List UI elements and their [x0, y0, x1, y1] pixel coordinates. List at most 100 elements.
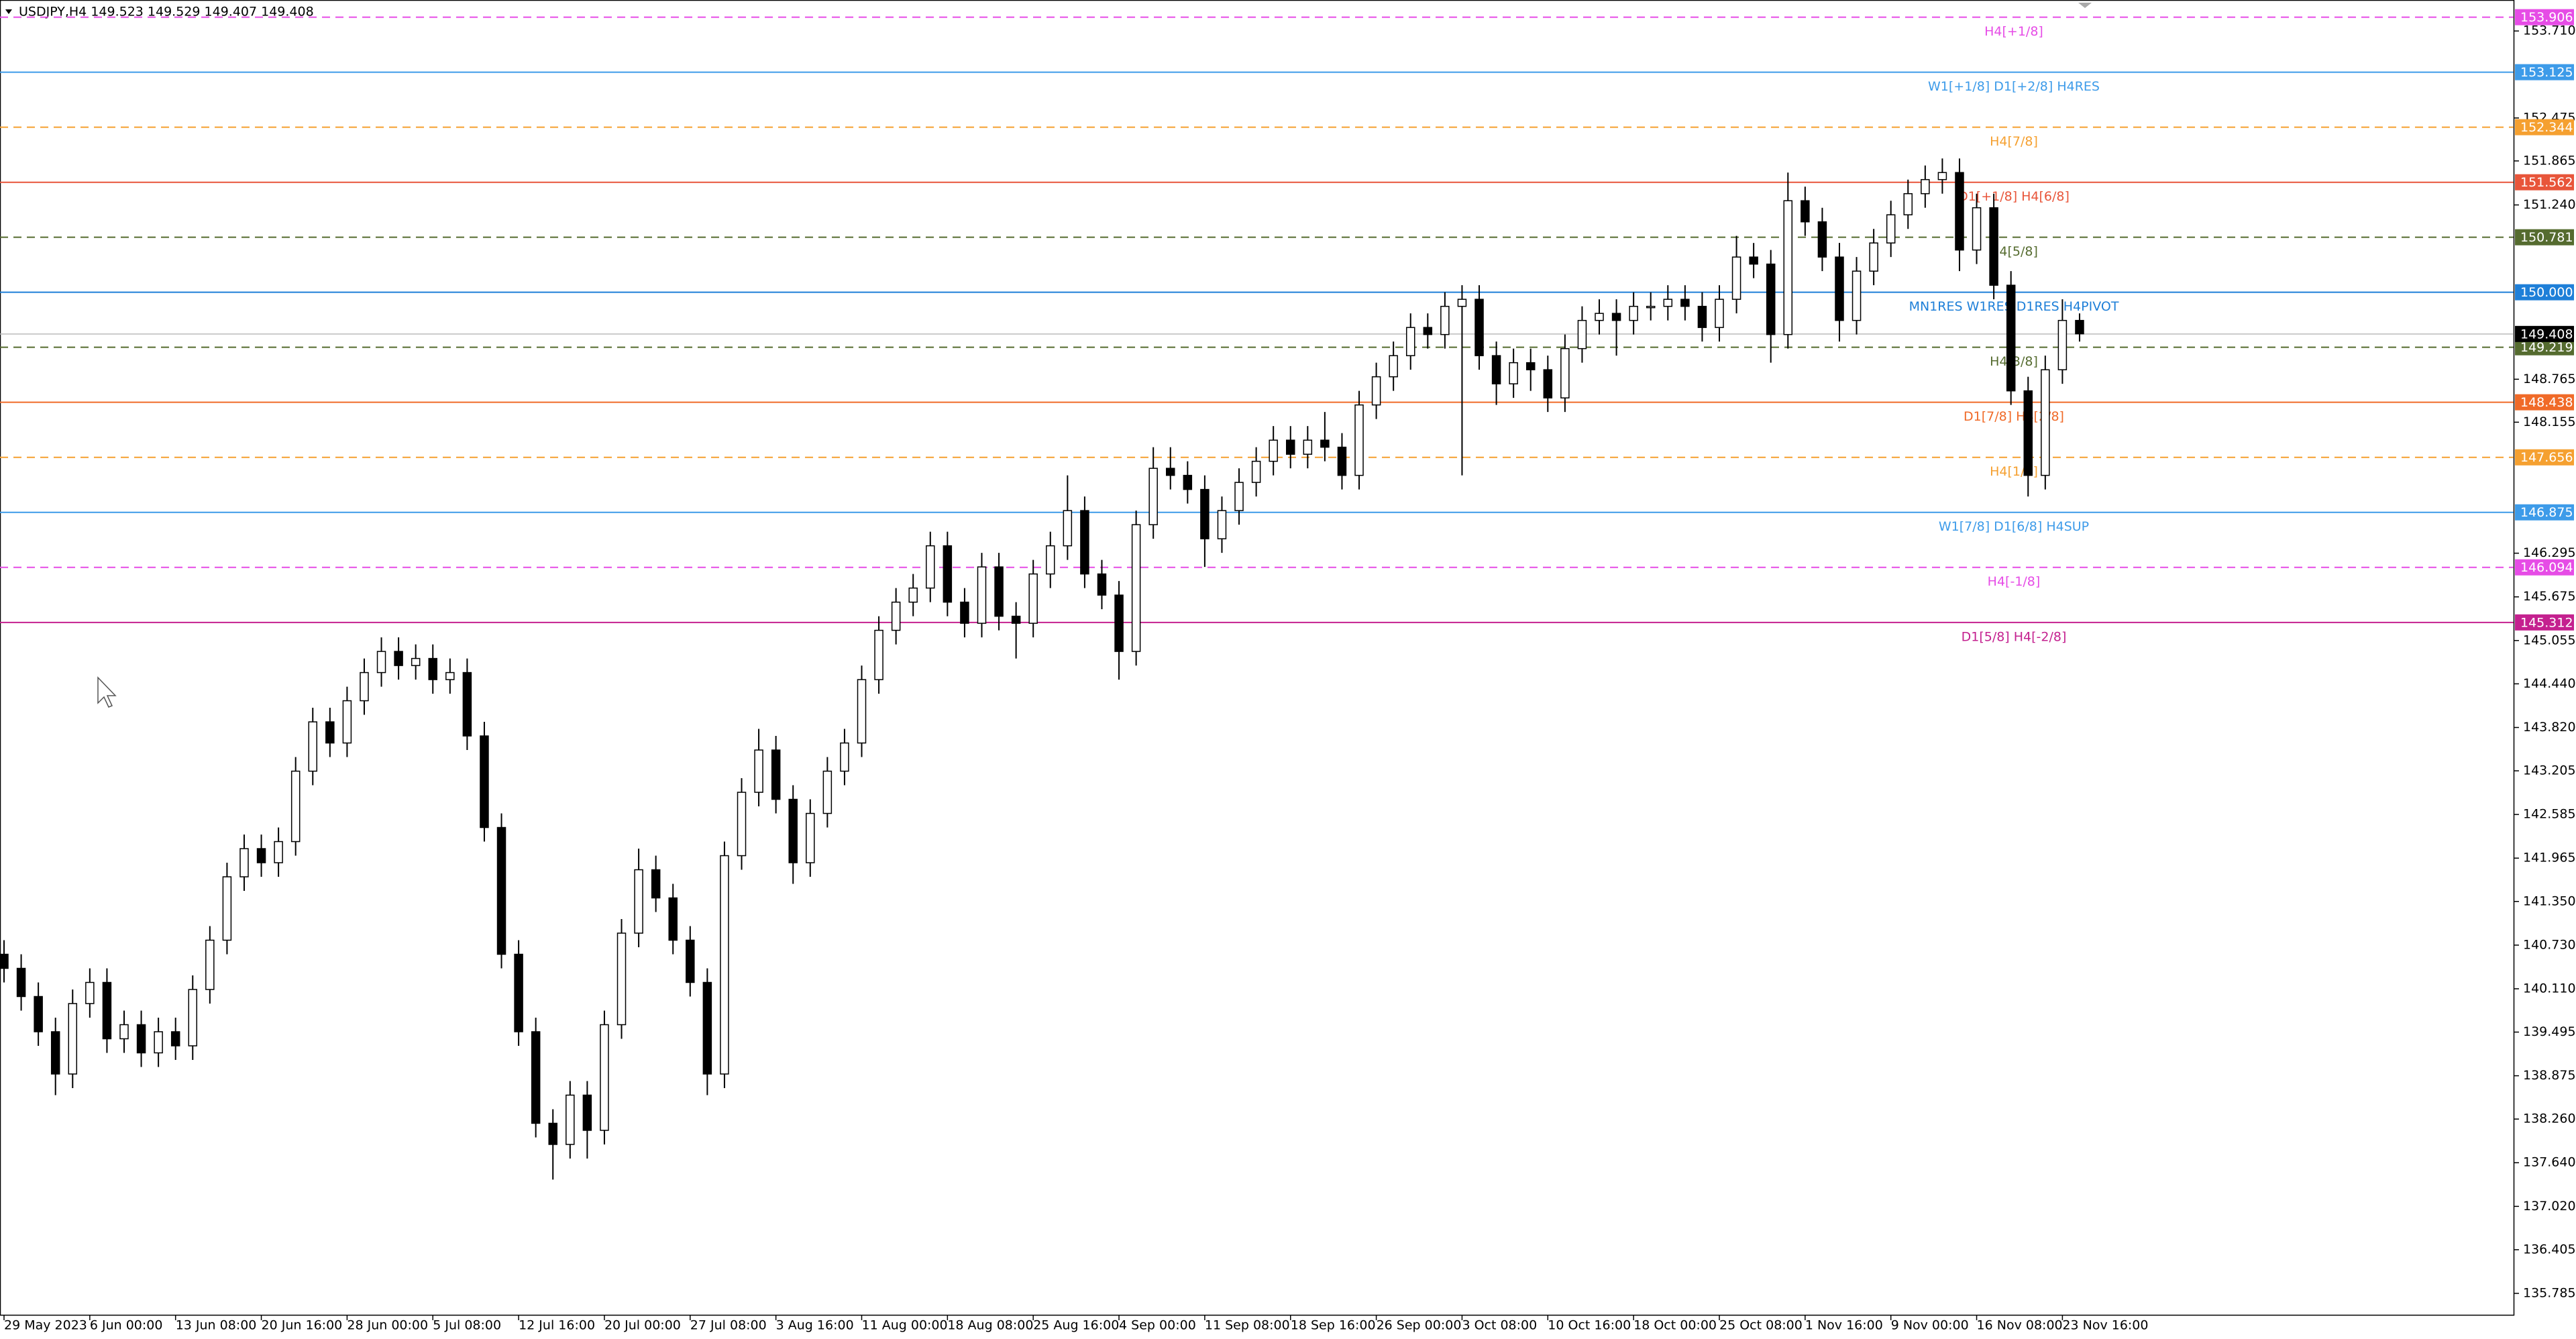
x-tick-label: 18 Aug 08:00: [947, 1318, 1033, 1333]
candle-body: [1097, 573, 1107, 596]
candle-body: [496, 826, 506, 955]
x-tick-label: 13 Jun 08:00: [176, 1318, 257, 1333]
level-price-box: [2515, 9, 2574, 25]
candle-body: [1148, 468, 1158, 525]
candle-body: [154, 1031, 163, 1054]
level-price-label: 153.906: [2520, 10, 2573, 25]
y-tick-label: 144.440: [2523, 676, 2576, 691]
candle-body: [0, 953, 9, 969]
candle-body: [788, 798, 798, 863]
level-price-box: [2515, 614, 2574, 631]
candle-body: [1851, 270, 1862, 321]
levels: H4[+1/8] W1[+1/8] D1[+2/8] H4RES H4[7/8] D1…: [0, 16, 2514, 644]
candle-body: [205, 939, 215, 990]
candle-body: [1303, 439, 1313, 455]
level-label: W1[+1/8] D1[+2/8] H4RES: [1928, 79, 2100, 94]
candle-body: [34, 996, 43, 1032]
candle-body: [102, 981, 112, 1040]
candle-body: [1269, 439, 1278, 462]
candle-body: [1697, 305, 1707, 328]
level-price-label: 151.562: [2520, 175, 2573, 190]
candle-body: [2006, 284, 2016, 392]
mouse-cursor: [97, 676, 117, 708]
candle-body: [50, 1031, 60, 1075]
y-tick-label: 140.730: [2523, 937, 2576, 952]
candle-body: [1371, 376, 1381, 406]
x-tick-label: 1 Nov 16:00: [1805, 1318, 1883, 1333]
candle-body: [1801, 200, 1810, 223]
candle-body: [1405, 327, 1415, 356]
level-price-box: [2515, 394, 2574, 411]
candle-body: [222, 876, 232, 941]
y-tick-label: 140.110: [2523, 981, 2576, 996]
candle-body: [1663, 299, 1673, 307]
y-tick-label: 139.495: [2523, 1024, 2576, 1039]
level-label: W1[7/8] D1[6/8] H4SUP: [1939, 519, 2089, 534]
candle-body: [308, 721, 318, 772]
candle-body: [1766, 263, 1776, 335]
candle-body: [1869, 242, 1878, 272]
y-tick-label: 135.785: [2523, 1285, 2576, 1300]
candle-body: [136, 1024, 146, 1054]
level-label: D1[5/8] H4[-2/8]: [1962, 629, 2067, 644]
candle-body: [926, 545, 935, 589]
candle-body: [1903, 193, 1913, 215]
y-tick-label: 146.295: [2523, 545, 2576, 560]
plot-frame: [0, 0, 2515, 1316]
candle-body: [857, 679, 867, 744]
level-label: H4[5/8]: [1990, 244, 2038, 259]
level-price-label: 150.781: [2520, 230, 2573, 245]
candle-body: [1423, 327, 1433, 335]
candle-body: [1560, 347, 1570, 398]
y-tick-label: 151.240: [2523, 197, 2576, 212]
level-price-label: 145.312: [2520, 615, 2573, 630]
candle-body: [376, 651, 386, 674]
candle-body: [616, 932, 627, 1026]
candle-body: [1629, 305, 1638, 321]
candle-body: [840, 742, 849, 772]
candle-body: [582, 1094, 592, 1131]
candle-body: [1131, 524, 1141, 652]
x-tick-label: 20 Jun 16:00: [262, 1318, 343, 1333]
candle-body: [874, 629, 883, 680]
level-label: D1[7/8] H4[2/8]: [1964, 409, 2064, 424]
x-tick-label: 12 Jul 16:00: [519, 1318, 595, 1333]
x-tick-label: 28 Jun 00:00: [347, 1318, 428, 1333]
candle-body: [1251, 460, 1261, 483]
candle-body: [170, 1031, 180, 1047]
candle-body: [634, 869, 643, 934]
x-tick-label: 29 May 2023: [4, 1318, 87, 1333]
menu-arrow[interactable]: [5, 9, 12, 14]
y-tick-label: 137.640: [2523, 1155, 2576, 1170]
candle-body: [668, 897, 678, 941]
candle-body: [360, 672, 369, 702]
candle-body: [1474, 299, 1484, 356]
candle-body: [566, 1094, 575, 1145]
candle-body: [1835, 256, 1844, 321]
axes: 153.710152.475151.865151.240148.765148.1…: [3, 9, 2576, 1333]
x-tick-label: 11 Aug 00:00: [862, 1318, 948, 1333]
candle-body: [908, 587, 918, 603]
candle-body: [1509, 362, 1518, 384]
candle-body: [1989, 207, 1998, 286]
candle-body: [85, 981, 95, 1004]
x-tick-label: 27 Jul 08:00: [690, 1318, 767, 1333]
level-price-box: [2515, 559, 2574, 576]
y-tick-label: 138.875: [2523, 1068, 2576, 1083]
candle-body: [290, 770, 301, 843]
level-price-box: [2515, 284, 2574, 301]
candle-body: [462, 672, 472, 737]
candle-body: [2057, 319, 2068, 370]
candle-body: [274, 841, 283, 863]
candle-body: [411, 657, 421, 666]
candle-body: [428, 657, 437, 680]
candle-body: [188, 989, 198, 1047]
candle-body: [1046, 545, 1055, 575]
candle-body: [1028, 573, 1038, 624]
candle-body: [1817, 221, 1827, 258]
chart-title: USDJPY,H4 149.523 149.529 149.407 149.40…: [19, 5, 314, 19]
candle-body: [1234, 482, 1244, 511]
candle-body: [1286, 439, 1295, 455]
